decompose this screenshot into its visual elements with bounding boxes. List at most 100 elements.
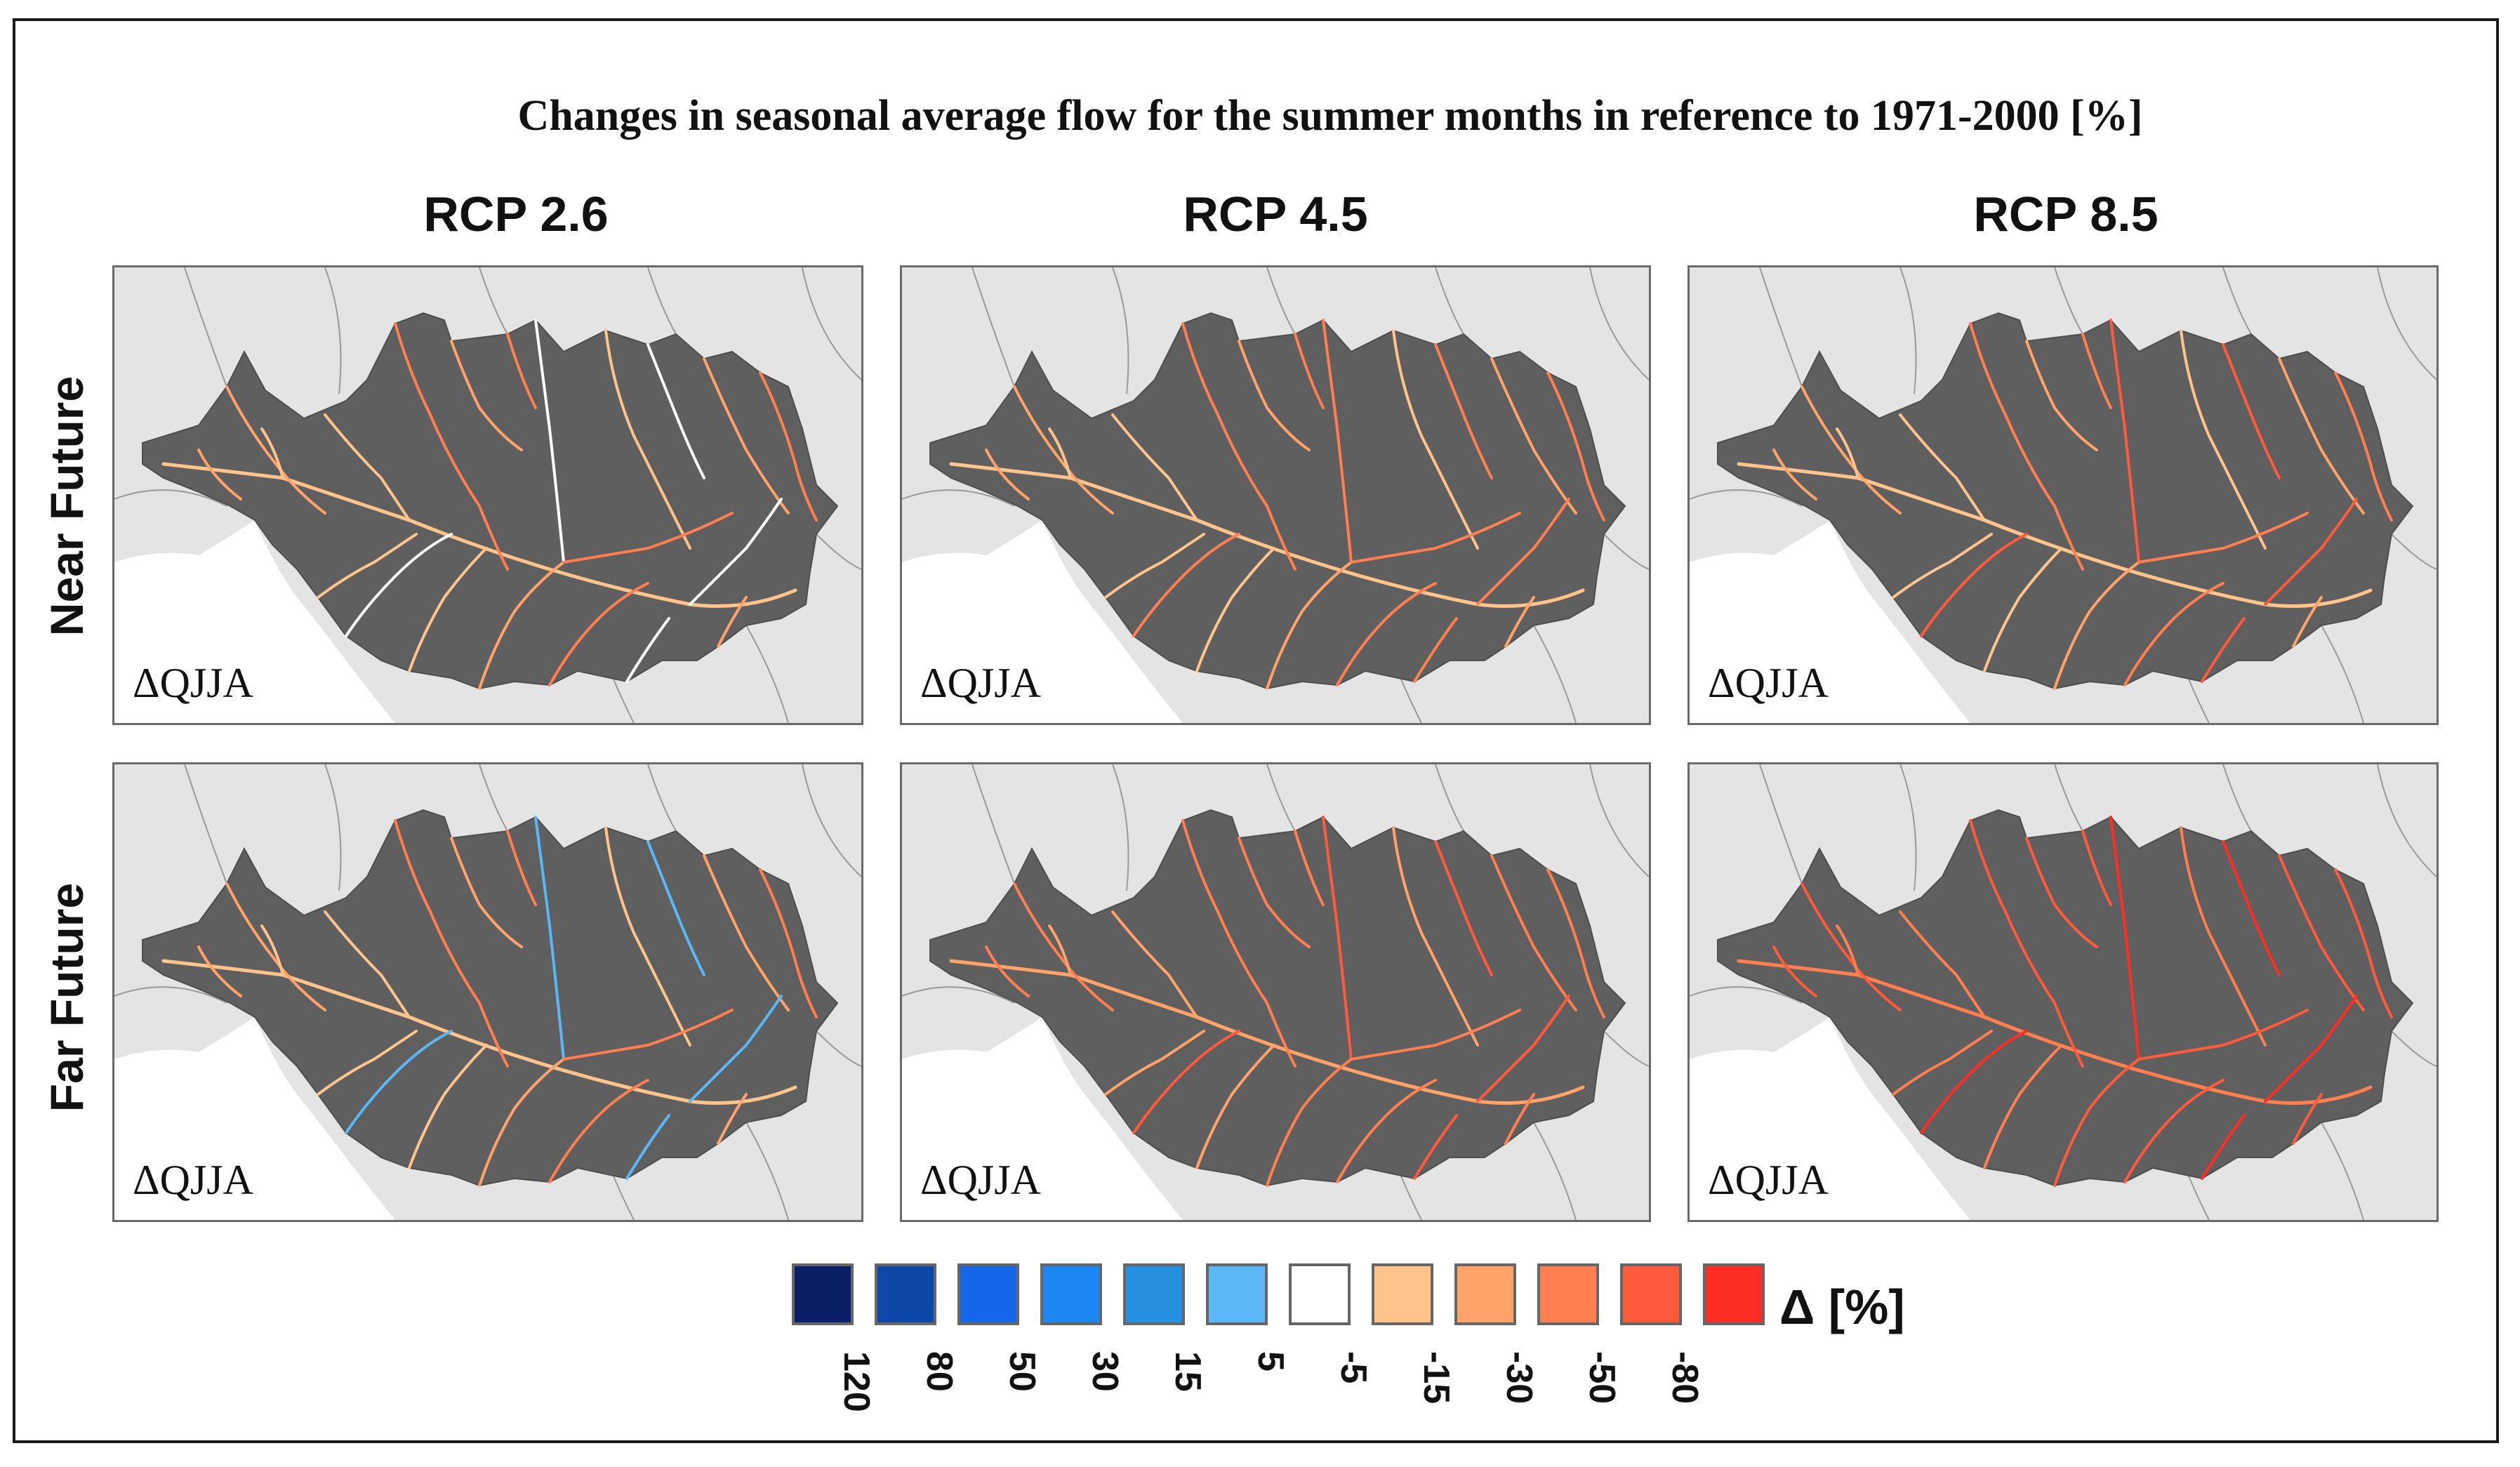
river-segment — [759, 371, 818, 522]
country-border — [114, 489, 227, 507]
river-segment — [1132, 533, 1240, 637]
river-segment — [2278, 854, 2365, 1011]
country-border — [1603, 1030, 1649, 1067]
river-segment — [1490, 357, 1577, 515]
country-border — [1589, 764, 1649, 877]
country-border — [2321, 1122, 2364, 1220]
river-segment — [1983, 547, 2063, 672]
river-segment — [324, 413, 411, 522]
danube-basin — [142, 312, 839, 690]
river-segment — [394, 322, 509, 571]
map-panel: ΔQJJA — [900, 265, 1651, 725]
country-border — [1533, 625, 1577, 723]
river-segment — [2180, 329, 2267, 550]
river-segment — [1238, 340, 1311, 451]
river-segment — [2264, 498, 2358, 606]
country-border — [1899, 267, 1917, 394]
river-segment — [1476, 498, 1570, 606]
river-segment — [689, 498, 783, 606]
river-segment — [1104, 1030, 1205, 1096]
river-segment — [1392, 329, 1479, 550]
river-segment — [2137, 1009, 2309, 1061]
river-segment — [1181, 322, 1297, 571]
river-segment — [625, 617, 670, 683]
danube-basin — [142, 809, 839, 1187]
legend-color-box — [1289, 1263, 1351, 1325]
river-segment — [1132, 1030, 1240, 1134]
country-border — [1112, 267, 1129, 394]
river-segment — [604, 329, 691, 550]
river-segment — [1294, 333, 1325, 409]
legend-tick-label: 5 — [1250, 1351, 1291, 1372]
river-segment — [1048, 924, 1072, 976]
legend-color-box — [1206, 1263, 1268, 1325]
river-segment — [1737, 959, 2373, 1105]
country-border — [2391, 1030, 2436, 1067]
river-segment — [2222, 343, 2281, 479]
legend-tick-label: 15 — [1167, 1351, 1208, 1392]
river-segment — [562, 512, 734, 564]
river-segment — [1892, 533, 1993, 599]
sea-area — [902, 520, 1183, 723]
country-border — [802, 267, 861, 380]
country-border — [2391, 533, 2436, 570]
river-segment — [478, 561, 565, 690]
map-panel: ΔQJJA — [1687, 265, 2439, 725]
basin-map — [902, 267, 1649, 723]
danube-basin — [1717, 809, 2414, 1187]
river-segment — [2278, 357, 2365, 515]
river-segment — [450, 837, 523, 948]
river-segment — [324, 910, 411, 1018]
river-segment — [1920, 533, 2028, 637]
sea-area — [902, 1017, 1183, 1220]
river-segment — [408, 1044, 488, 1169]
river-segment — [2025, 837, 2098, 948]
river-segment — [1104, 533, 1205, 599]
river-segment — [225, 882, 326, 1011]
country-border — [745, 625, 789, 723]
river-segment — [2081, 333, 2112, 409]
river-segment — [2053, 1058, 2140, 1187]
country-border — [2321, 625, 2364, 723]
sea-area — [114, 1017, 395, 1220]
river-segment — [345, 533, 453, 637]
row-header-near-future: Near Future — [41, 376, 93, 637]
country-border — [2054, 764, 2083, 832]
river-segment — [478, 1058, 565, 1187]
legend-tick-label: -50 — [1581, 1351, 1622, 1405]
river-segment — [1111, 910, 1198, 1018]
legend-tick-label: -5 — [1333, 1351, 1374, 1384]
basin-map — [114, 267, 861, 723]
country-border — [1589, 267, 1649, 380]
column-header-rcp26: RCP 2.6 — [423, 187, 609, 241]
legend-color-box — [1123, 1263, 1185, 1325]
river-segment — [1048, 427, 1072, 479]
river-segment — [1546, 868, 1605, 1018]
river-segment — [2180, 826, 2267, 1047]
danube-basin — [1717, 312, 2414, 690]
river-segment — [1772, 449, 1817, 500]
river-segment — [2264, 995, 2358, 1103]
legend-color-box — [1620, 1263, 1682, 1325]
country-border — [1690, 986, 1803, 1004]
country-border — [1112, 764, 1129, 891]
figure-title: Changes in seasonal average flow for the… — [517, 92, 2143, 140]
map-panel: ΔQJJA — [112, 265, 863, 725]
country-border — [1899, 764, 1917, 891]
map-panel: ΔQJJA — [900, 762, 1651, 1222]
legend-color-box — [1372, 1263, 1433, 1325]
river-segment — [1899, 413, 1986, 522]
basin-map — [1690, 764, 2436, 1220]
river-segment — [260, 924, 284, 976]
panel-variable-label: ΔQJJA — [920, 1157, 1041, 1203]
river-segment — [1181, 819, 1297, 1068]
river-segment — [1546, 371, 1605, 522]
country-border — [971, 764, 1015, 884]
map-panel: ΔQJJA — [1687, 762, 2439, 1222]
river-segment — [408, 547, 488, 672]
country-border — [1759, 764, 1803, 884]
sea-area — [1690, 520, 1970, 723]
river-segment — [197, 449, 242, 500]
river-segment — [450, 340, 523, 451]
river-segment — [689, 995, 783, 1103]
